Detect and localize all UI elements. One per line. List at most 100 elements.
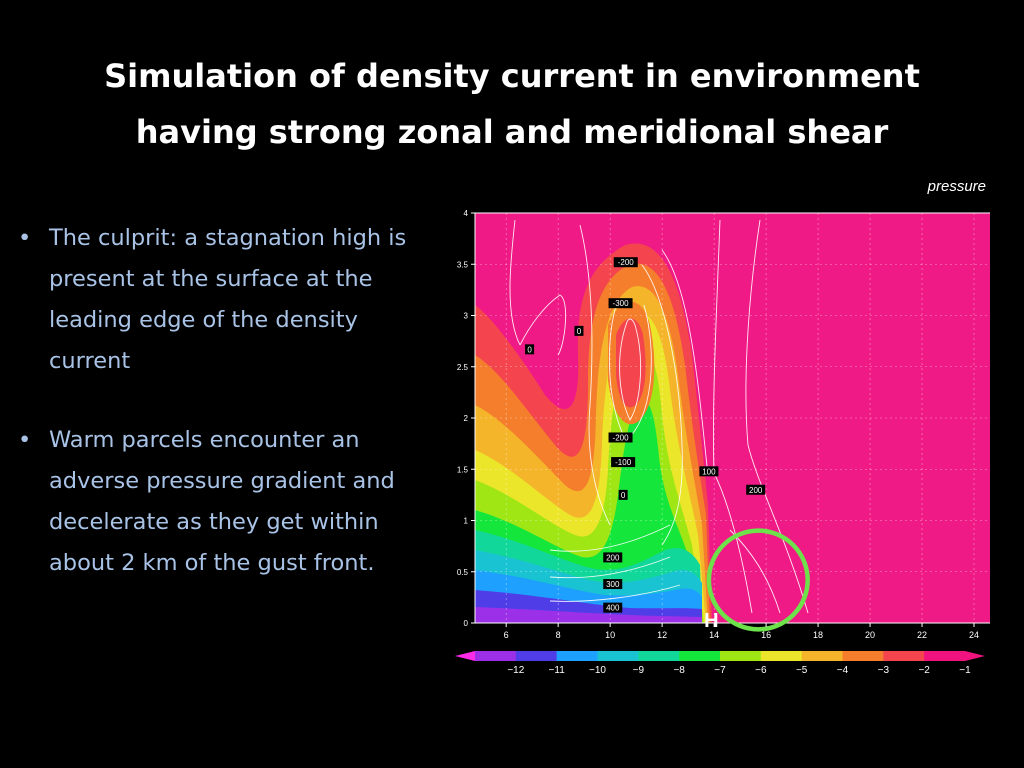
x-tick-label: 8 [556,630,561,640]
field-shading [475,243,712,623]
chart-label: pressure [927,178,986,195]
contour-line [745,219,809,614]
contour-label-bg [574,325,584,336]
colorbar-label: −11 [549,665,566,675]
y-tick-label: 3 [464,312,469,321]
contour-label: -200 [618,258,635,267]
colorbar-segment [556,651,598,661]
colorbar-label: −3 [878,665,890,675]
contour-label-bg [613,257,638,268]
x-axis: 6 8 10 12 14 16 18 20 22 24 [504,623,979,640]
colorbar-label: −5 [796,665,808,675]
y-tick-label: 2.5 [457,363,469,372]
contour-label: 0 [621,491,626,500]
bullet-text: The culprit: a stagnation high is presen… [49,225,407,374]
contour-label: 200 [749,486,763,495]
colorbar-label: −2 [918,665,930,675]
contour-label: -100 [615,458,632,467]
x-tick-label: 6 [504,630,509,640]
colorbar-segment [475,651,517,661]
title-line-2: having strong zonal and meridional shear [135,113,889,151]
contour-label-bg [603,552,623,563]
y-tick-label: 1 [464,517,469,526]
y-tick-label: 0 [464,619,469,628]
contour-line [509,219,521,346]
bullet-glyph: • [18,225,32,251]
contour-line [661,249,709,476]
colorbar-segment [720,651,762,661]
colorbar-label: −6 [755,665,767,675]
colorbar-label: −1 [959,665,971,675]
contour-line [549,584,681,602]
bullet-item: • The culprit: a stagnation high is pres… [14,218,414,382]
colorbar-label: −9 [633,665,645,675]
bullet-item: • Warm parcels encounter an adverse pres… [14,420,414,584]
colorbar-label: −12 [507,665,524,675]
grid-lines [475,212,990,624]
contour-line [619,318,642,421]
colorbar-left-arrow [455,651,475,661]
contour-line [579,224,611,526]
highlight-circle [706,528,810,632]
x-tick-label: 14 [709,630,719,640]
y-tick-label: 2 [464,414,469,423]
contour-label: -200 [613,433,630,442]
contour-label-bg [618,489,628,500]
y-tick-label: 4 [464,209,469,218]
colorbar-label: −8 [673,665,685,675]
colorbar-label: −10 [589,665,606,675]
contour-label: 0 [577,327,582,336]
contour-label: -300 [613,299,630,308]
slide-title: Simulation of density current in environ… [40,48,984,160]
x-tick-label: 22 [917,630,927,640]
colorbar-label: −4 [837,665,849,675]
x-tick-label: 24 [969,630,979,640]
annotation-group: H [704,528,810,632]
contour-label-group: -200 -300 0 0 -200 -100 100 200 0 200 300 400 [525,257,766,613]
contour-label: 0 [527,345,532,354]
contour-label-bg [608,298,633,309]
field-core [616,318,646,408]
contour-line [641,264,683,546]
bullet-glyph: • [18,427,32,453]
contour-label-bg [746,484,766,495]
bullet-text: Warm parcels encounter an adverse pressu… [49,427,395,576]
contour-label: 100 [702,467,716,476]
plot-area: -200 -300 0 0 -200 -100 100 200 0 200 300 400 H [474,212,990,632]
x-tick-label: 10 [605,630,615,640]
y-axis: 0 0.5 1 1.5 2 2.5 3 3.5 4 [457,209,475,628]
contour-label-bg [608,432,633,443]
colorbar-segment [801,651,843,661]
bullet-list: • The culprit: a stagnation high is pres… [14,218,414,622]
x-tick-label: 18 [813,630,823,640]
y-tick-label: 0.5 [457,568,469,577]
colorbar-segment [597,651,639,661]
colorbar-segment [760,651,803,661]
colorbar-segment [883,651,925,661]
contour-label-bg [611,457,636,468]
colorbar-segment [679,651,721,661]
contour-label: 300 [606,580,620,589]
title-line-1: Simulation of density current in environ… [104,57,920,95]
x-tick-label: 12 [657,630,667,640]
contour-line [549,524,671,552]
x-tick-label: 20 [865,630,875,640]
colorbar-label: −7 [714,665,726,675]
field-layer [475,607,702,623]
contour-label-bg [525,344,535,355]
colorbar: −12 −11 −10 −9 −8 −7 −6 −5 −4 −3 −2 −1 [455,651,985,675]
y-tick-label: 3.5 [457,260,469,269]
colorbar-segment [842,651,884,661]
contour-label: 200 [606,553,620,562]
colorbar-segment [638,651,680,661]
y-tick-label: 1.5 [457,465,469,474]
high-pressure-label: H [704,610,718,632]
contour-label-bg [603,602,623,613]
colorbar-right-arrow [965,651,985,661]
x-tick-label: 16 [761,630,771,640]
colorbar-segment [924,651,966,661]
contour-label-bg [699,466,719,477]
contour-label: 400 [606,604,620,613]
colorbar-segment [515,651,558,661]
